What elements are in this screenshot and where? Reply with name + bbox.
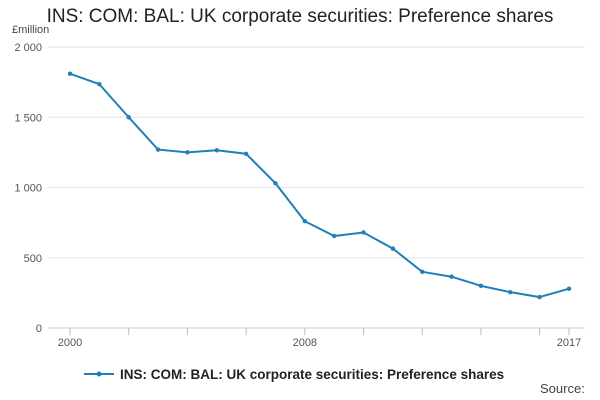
x-tick-label: 2000	[58, 337, 82, 349]
data-point	[390, 246, 396, 251]
data-point	[185, 150, 190, 155]
y-tick-label: 2 000	[14, 42, 42, 54]
data-point	[478, 283, 484, 289]
data-point	[214, 148, 219, 153]
data-point	[243, 151, 249, 156]
data-point	[449, 274, 454, 279]
legend-label: INS: COM: BAL: UK corporate securities: …	[120, 366, 505, 382]
data-point	[302, 219, 308, 224]
data-point	[508, 289, 513, 295]
x-tick-label: 2008	[293, 337, 317, 349]
data-point	[67, 71, 73, 76]
data-point	[361, 230, 366, 235]
data-point	[155, 147, 161, 152]
data-point	[273, 181, 278, 186]
data-point	[97, 82, 102, 87]
data-point	[126, 115, 131, 120]
data-point	[566, 286, 572, 291]
data-point	[331, 233, 337, 239]
y-tick-label: 1 000	[14, 183, 42, 195]
y-tick-label: 1 500	[14, 112, 42, 124]
x-tick-label: 2017	[557, 337, 581, 349]
y-tick-label: 0	[36, 323, 42, 335]
chart-title: INS: COM: BAL: UK corporate securities: …	[46, 6, 554, 27]
legend-marker	[84, 371, 114, 377]
legend: INS: COM: BAL: UK corporate securities: …	[84, 364, 504, 384]
data-point	[537, 294, 542, 300]
series-line	[69, 72, 570, 299]
data-point	[420, 269, 425, 274]
y-axis-label: £million	[12, 24, 50, 36]
y-tick-label: 500	[24, 253, 42, 265]
source-label: Source:	[540, 381, 585, 396]
